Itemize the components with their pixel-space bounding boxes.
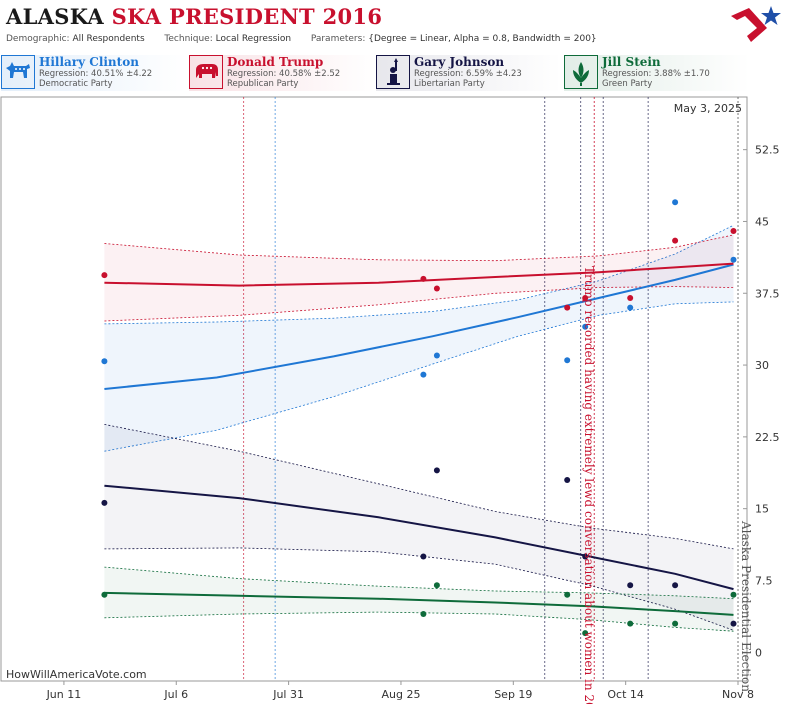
donald-trump-fit-line bbox=[104, 262, 734, 287]
title-state: ALASKA bbox=[6, 4, 105, 29]
hillary-clinton-poll-point bbox=[627, 304, 634, 311]
candidate-party: Green Party bbox=[602, 79, 653, 89]
parameters-label: Parameters: bbox=[310, 34, 366, 44]
legend-trump: Donald Trump Regression: 40.58% ±2.52 Re… bbox=[189, 55, 375, 91]
donald-trump-poll-point bbox=[730, 228, 737, 234]
candidate-regression: Regression: 3.88% ±1.70 bbox=[602, 69, 710, 79]
y-tick-label: 30 bbox=[755, 359, 769, 372]
jill-stein-poll-point bbox=[564, 591, 571, 598]
gary-johnson-band bbox=[104, 424, 734, 631]
jill-stein-fit-line bbox=[104, 591, 734, 616]
parameters-value: {Degree = Linear, Alpha = 0.8, Bandwidth… bbox=[368, 34, 597, 44]
hillary-clinton-lower-bound bbox=[104, 301, 734, 452]
y-tick-label: 15 bbox=[755, 503, 769, 516]
y-tick-label: 7.5 bbox=[755, 574, 773, 587]
hillary-clinton-poll-point bbox=[672, 199, 679, 206]
donald-trump-poll-point bbox=[627, 295, 634, 301]
jill-stein-poll-point bbox=[672, 620, 679, 627]
donald-trump-poll-point bbox=[433, 285, 440, 292]
liberty-icon bbox=[376, 55, 410, 89]
hillary-clinton-poll-point bbox=[420, 371, 427, 378]
demographic-value: All Respondents bbox=[72, 34, 145, 44]
annotation-election-day: Alaska Presidential Election bbox=[739, 520, 753, 692]
x-tick-label: Sep 19 bbox=[494, 688, 532, 701]
candidate-regression: Regression: 6.59% ±4.23 bbox=[414, 69, 522, 79]
gary-johnson-poll-point bbox=[433, 467, 440, 474]
candidate-name: Hillary Clinton bbox=[39, 55, 139, 69]
donkey-icon bbox=[1, 55, 35, 89]
gary-johnson-poll-point bbox=[564, 477, 571, 483]
hillary-clinton-poll-point bbox=[433, 352, 440, 359]
parameters-line: Demographic: All Respondents Technique: … bbox=[6, 34, 597, 44]
gary-johnson-poll-point bbox=[582, 553, 589, 560]
gary-johnson-fit-line bbox=[104, 484, 734, 591]
candidate-name: Jill Stein bbox=[602, 55, 661, 69]
jill-stein-poll-point bbox=[730, 591, 737, 598]
x-tick-label: Aug 25 bbox=[381, 688, 420, 701]
x-tick-label: Oct 14 bbox=[607, 688, 644, 701]
jill-stein-poll-point bbox=[101, 591, 108, 598]
donald-trump-band bbox=[104, 234, 734, 321]
poll-chart: 0 7.5 15 22.5 30 37.5 45 52.5 Jun 11 Jul 6 Jul 31… bbox=[0, 96, 780, 704]
title-rest: SKA PRESIDENT 2016 bbox=[111, 4, 383, 29]
y-tick-label: 0 bbox=[755, 646, 762, 659]
legend-clinton: Hillary Clinton Regression: 40.51% ±4.22… bbox=[1, 55, 187, 91]
y-tick-label: 37.5 bbox=[755, 287, 780, 300]
hillary-clinton-upper-bound bbox=[104, 224, 734, 325]
y-tick-label: 22.5 bbox=[755, 431, 780, 444]
jill-stein-poll-point bbox=[420, 611, 427, 617]
gary-johnson-poll-point bbox=[672, 582, 679, 589]
hillary-clinton-poll-point bbox=[730, 256, 737, 263]
x-tick-label: Nov 8 bbox=[722, 688, 754, 701]
donald-trump-poll-point bbox=[420, 275, 427, 282]
gary-johnson-lower-bound bbox=[104, 547, 734, 631]
y-tick-label: 45 bbox=[755, 215, 769, 228]
legend-stein: Jill Stein Regression: 3.88% ±1.70 Green… bbox=[564, 55, 750, 91]
gary-johnson-upper-bound bbox=[104, 424, 734, 550]
legend-johnson: Gary Johnson Regression: 6.59% ±4.23 Lib… bbox=[376, 55, 562, 91]
site-logo-icon bbox=[731, 6, 781, 42]
technique-label: Technique: bbox=[164, 34, 213, 44]
technique-value: Local Regression bbox=[215, 34, 292, 44]
y-tick-label: 52.5 bbox=[755, 144, 780, 157]
donald-trump-poll-point bbox=[101, 272, 108, 279]
leaf-icon bbox=[564, 55, 598, 89]
candidate-name: Donald Trump bbox=[227, 55, 324, 69]
jill-stein-poll-point bbox=[582, 630, 589, 637]
x-tick-label: Jul 6 bbox=[163, 688, 188, 701]
gary-johnson-poll-point bbox=[101, 499, 108, 506]
candidate-party: Libertarian Party bbox=[414, 79, 485, 89]
hillary-clinton-poll-point bbox=[582, 323, 589, 330]
gary-johnson-poll-point bbox=[730, 620, 737, 627]
x-tick-label: Jun 11 bbox=[46, 688, 82, 701]
hillary-clinton-poll-point bbox=[101, 358, 108, 365]
annotation-lewd-tape: Trump recorded having extremely lewd con… bbox=[582, 266, 596, 704]
candidate-name: Gary Johnson bbox=[414, 55, 505, 69]
candidate-regression: Regression: 40.58% ±2.52 bbox=[227, 69, 341, 79]
x-tick-label: Jul 31 bbox=[272, 688, 304, 701]
elephant-icon bbox=[189, 55, 223, 89]
jill-stein-poll-point bbox=[433, 582, 440, 589]
candidate-regression: Regression: 40.51% ±4.22 bbox=[39, 69, 153, 79]
candidate-party: Democratic Party bbox=[39, 79, 113, 89]
donald-trump-poll-point bbox=[672, 237, 679, 244]
donald-trump-poll-point bbox=[564, 304, 571, 311]
date-label: May 3, 2025 bbox=[674, 102, 742, 115]
hillary-clinton-poll-point bbox=[564, 357, 571, 364]
hillary-clinton-fit-line bbox=[104, 263, 734, 390]
gary-johnson-poll-point bbox=[627, 582, 634, 589]
page-title: ALASKA SKA PRESIDENT 2016 bbox=[6, 4, 382, 29]
candidate-party: Republican Party bbox=[227, 79, 299, 89]
jill-stein-poll-point bbox=[627, 620, 634, 627]
watermark: HowWillAmericaVote.com bbox=[6, 668, 147, 681]
demographic-label: Demographic: bbox=[6, 34, 70, 44]
plot-frame bbox=[0, 96, 748, 682]
donald-trump-poll-point bbox=[582, 295, 589, 301]
gary-johnson-poll-point bbox=[420, 553, 427, 560]
